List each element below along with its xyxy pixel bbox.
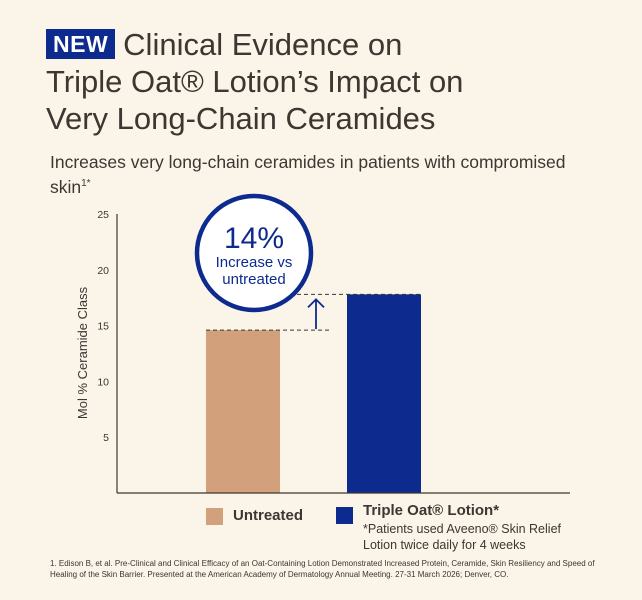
callout-line-1: Increase vs [216, 254, 293, 271]
callout-value: 14% [224, 222, 284, 255]
subtitle-text: Increases very long-chain ceramides in p… [50, 152, 566, 197]
headline: NEW Clinical Evidence on Triple Oat® Loti… [46, 26, 626, 137]
y-tick-label-25: 25 [97, 209, 109, 221]
increase-arrow-head [307, 298, 325, 308]
legend-treated-swatch [336, 507, 353, 524]
bar-triple-oat-lotion [347, 294, 421, 493]
y-axis-label: Mol % Ceramide Class [75, 286, 90, 419]
y-tick-label-5: 5 [103, 432, 109, 444]
y-tick-label-10: 10 [97, 376, 109, 388]
new-badge: NEW [46, 29, 116, 59]
callout-line-2: untreated [222, 271, 285, 288]
y-tick-label-20: 20 [97, 265, 109, 277]
legend-treated-label: Triple Oat® Lotion* [363, 502, 500, 519]
legend-untreated-label: Untreated [233, 507, 304, 524]
bars [206, 294, 421, 493]
subtitle: Increases very long-chain ceramides in p… [50, 152, 610, 198]
comparison-guides [206, 293, 421, 331]
headline-line-2: Triple Oat® Lotion’s Impact on [46, 64, 464, 99]
subtitle-superscript: 1* [81, 178, 91, 189]
legend-untreated: Untreated [206, 507, 303, 525]
callout-circle [194, 193, 314, 313]
legend-note-line-1: *Patients used Aveeno® Skin Relief [363, 522, 561, 536]
footnote: 1. Edison B, et al. Pre-Clinical and Cli… [50, 559, 595, 579]
headline-line-3: Very Long-Chain Ceramides [46, 101, 436, 136]
legend-untreated-swatch [206, 508, 223, 525]
headline-line-1: Clinical Evidence on [123, 27, 403, 62]
bar-untreated [206, 330, 280, 493]
y-tick-label-15: 15 [97, 321, 109, 333]
legend-treated: Triple Oat® Lotion* *Patients used Aveen… [336, 502, 561, 553]
increase-callout: 14% Increase vs untreated [194, 193, 314, 313]
legend-note-line-2: Lotion twice daily for 4 weeks [363, 538, 526, 552]
y-axis-ticks: 5 10 15 20 25 [97, 209, 109, 444]
